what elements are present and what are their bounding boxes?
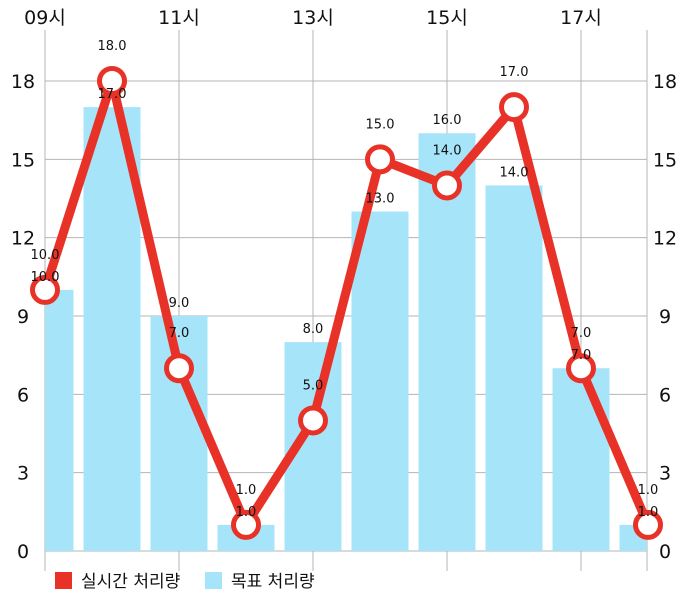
x-tick-label: 17시 — [560, 7, 602, 29]
y-tick-label-right: 6 — [659, 384, 671, 406]
bar-value-label: 1.0 — [236, 505, 257, 520]
y-tick-label-right: 15 — [653, 149, 677, 171]
line-point-17시 — [566, 353, 596, 384]
line-point-14시 — [365, 144, 395, 175]
y-tick-label-right: 12 — [653, 228, 677, 250]
bar-value-label: 13.0 — [366, 192, 395, 207]
bar-value-label: 9.0 — [169, 296, 190, 311]
y-tick-label-left: 3 — [17, 463, 29, 485]
line-point-12시 — [231, 509, 261, 540]
y-tick-label-left: 12 — [11, 228, 35, 250]
bar-value-label: 16.0 — [433, 113, 462, 128]
legend-swatch — [55, 572, 72, 589]
line-value-label: 7.0 — [571, 326, 592, 341]
line-value-label: 7.0 — [169, 326, 190, 341]
line-value-label: 15.0 — [366, 117, 395, 132]
x-tick-label: 09시 — [24, 7, 66, 29]
bar-value-label: 14.0 — [500, 165, 529, 180]
x-tick-label: 15시 — [426, 7, 468, 29]
y-tick-label-left: 18 — [11, 71, 35, 93]
line-value-label: 10.0 — [31, 248, 60, 263]
legend-label: 실시간 처리량 — [81, 572, 181, 592]
y-tick-label-left: 15 — [11, 149, 35, 171]
x-tick-label: 13시 — [292, 7, 334, 29]
bar-15시 — [418, 133, 476, 551]
bar-16시 — [485, 185, 543, 551]
bar-09시 — [45, 289, 74, 551]
line-point-10시 — [97, 66, 127, 96]
line-value-label: 1.0 — [236, 483, 257, 498]
bar-value-label: 7.0 — [571, 348, 592, 363]
data-labels: 10.0 17.0 9.0 1.0 8.0 13.0 16.0 14.0 7.0 1.0 10.0 1… — [31, 39, 659, 520]
y-tick-label-left: 6 — [17, 384, 29, 406]
x-tick-label: 11시 — [158, 7, 200, 29]
line-point-09시 — [30, 274, 60, 305]
line-point-15시 — [432, 170, 462, 201]
y-tick-label-right: 0 — [659, 541, 671, 563]
y-tick-label-left: 0 — [17, 541, 29, 563]
bar-value-label: 17.0 — [98, 87, 127, 102]
line-series — [30, 66, 663, 540]
bar-14시 — [351, 211, 409, 551]
legend-swatch — [205, 572, 222, 589]
line-point-16시 — [499, 92, 529, 123]
legend: 실시간 처리량 목표 처리량 — [55, 572, 315, 592]
line-point-11시 — [164, 353, 194, 384]
y-tick-label-right: 18 — [653, 71, 677, 93]
legend-label: 목표 처리량 — [231, 572, 315, 592]
line-path — [40, 76, 653, 530]
line-value-label: 18.0 — [98, 39, 127, 54]
y-tick-label-left: 9 — [17, 306, 29, 328]
bar-value-label: 10.0 — [31, 270, 60, 285]
axes: 0 0 3 3 6 6 9 9 12 12 15 15 18 18 09시 11시 13시 15시 17시 — [11, 7, 677, 563]
y-tick-label-right: 9 — [659, 306, 671, 328]
line-point-13시 — [298, 405, 328, 436]
bar-17시 — [552, 368, 610, 551]
line-value-label: 14.0 — [433, 143, 462, 158]
bar-series — [45, 107, 647, 551]
bar-value-label: 8.0 — [303, 322, 324, 337]
line-value-label: 5.0 — [303, 378, 324, 393]
line-value-label: 17.0 — [500, 65, 529, 80]
line-point-18시 — [633, 509, 663, 540]
bar-value-label: 1.0 — [638, 505, 659, 520]
line-value-label: 1.0 — [638, 483, 659, 498]
y-tick-label-right: 3 — [659, 463, 671, 485]
